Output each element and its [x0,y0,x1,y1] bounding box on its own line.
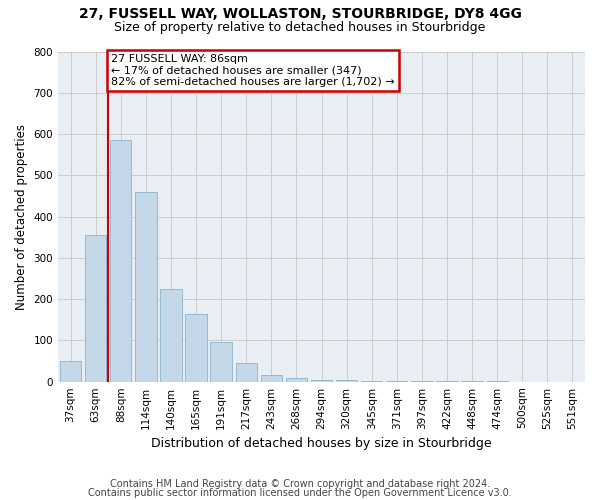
Bar [286,378,307,382]
Bar [260,376,282,382]
X-axis label: Distribution of detached houses by size in Stourbridge: Distribution of detached houses by size … [151,437,492,450]
Text: Contains HM Land Registry data © Crown copyright and database right 2024.: Contains HM Land Registry data © Crown c… [110,479,490,489]
Text: 27, FUSSELL WAY, WOLLASTON, STOURBRIDGE, DY8 4GG: 27, FUSSELL WAY, WOLLASTON, STOURBRIDGE,… [79,8,521,22]
Bar [336,380,357,382]
Bar [160,289,182,382]
Y-axis label: Number of detached properties: Number of detached properties [15,124,28,310]
Bar [135,192,157,382]
Bar [361,381,382,382]
Bar [386,381,407,382]
Text: 27 FUSSELL WAY: 86sqm
← 17% of detached houses are smaller (347)
82% of semi-det: 27 FUSSELL WAY: 86sqm ← 17% of detached … [111,54,395,87]
Text: Contains public sector information licensed under the Open Government Licence v3: Contains public sector information licen… [88,488,512,498]
Bar [60,361,81,382]
Bar [185,314,207,382]
Bar [110,140,131,382]
Bar [311,380,332,382]
Bar [236,363,257,382]
Text: Size of property relative to detached houses in Stourbridge: Size of property relative to detached ho… [115,21,485,34]
Bar [85,235,106,382]
Bar [211,342,232,382]
